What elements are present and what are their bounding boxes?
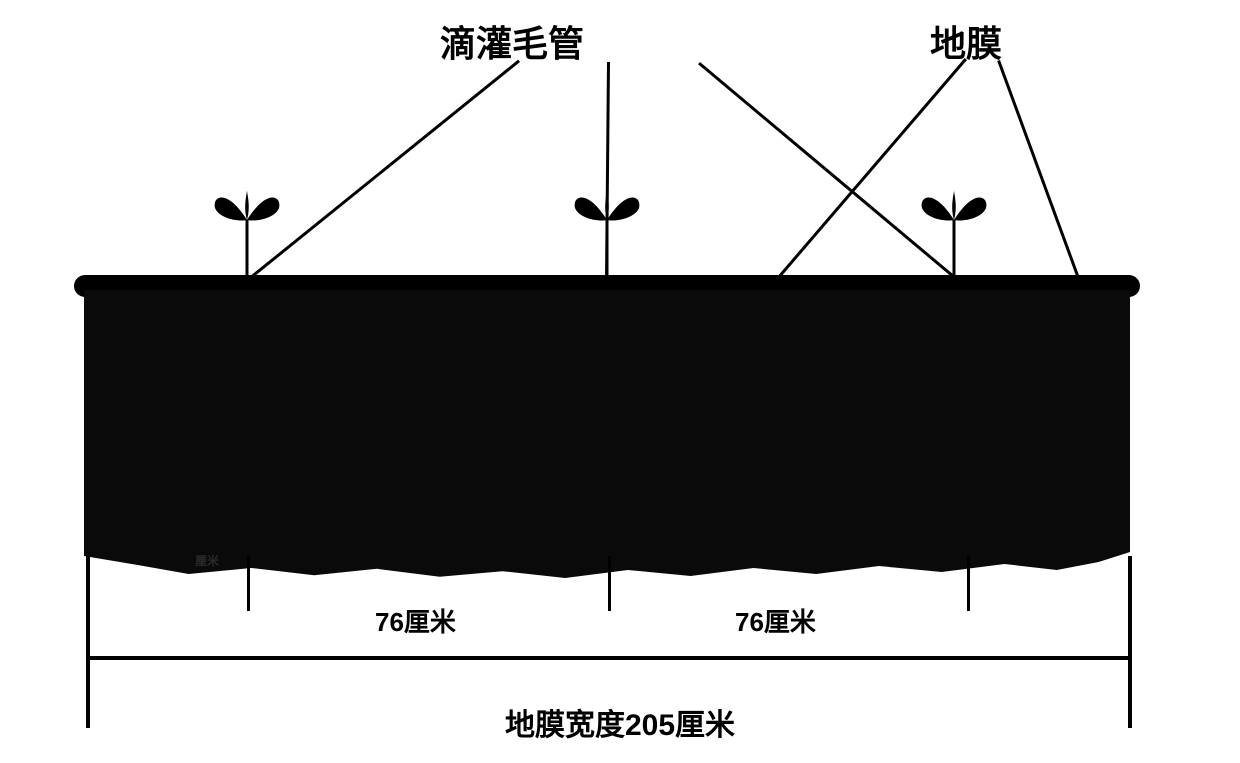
seedling-icon <box>914 178 994 278</box>
tiny-inner-label: 厘米 <box>195 552 219 569</box>
row-marker <box>608 556 611 611</box>
soil-bottom-edge <box>84 540 1130 580</box>
film-width-label: 地膜宽度205厘米 <box>0 700 1240 744</box>
row-spacing-label: 76厘米 <box>375 602 456 639</box>
leader-line <box>998 60 1080 279</box>
seedling-icon <box>207 178 287 278</box>
row-spacing-label: 76厘米 <box>735 602 816 639</box>
drip-irrigation-diagram: 滴灌毛管 地膜 厘米 76厘米 76厘米 <box>0 0 1240 763</box>
film-width-bracket-bar <box>86 656 1132 660</box>
label-drip-pipe: 滴灌毛管 <box>440 15 584 67</box>
soil-crosssection <box>84 290 1130 550</box>
seedling-icon <box>567 178 647 278</box>
row-marker <box>967 556 970 611</box>
row-marker <box>247 556 250 611</box>
leader-line <box>248 60 520 280</box>
